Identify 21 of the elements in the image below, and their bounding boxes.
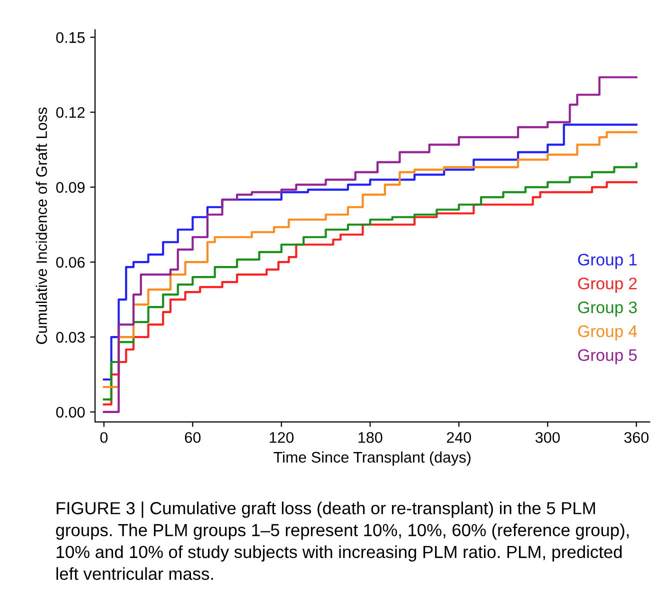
x-tick-label: 0 — [100, 432, 108, 443]
text: Group 3 — [578, 301, 637, 317]
y-tick-label: 0.03 — [56, 332, 85, 343]
y-axis-title: Cumulative Incidence of Graft Loss — [36, 108, 48, 344]
text: Group 4 — [578, 325, 637, 340]
x-tick-label: 180 — [358, 432, 382, 443]
y-tick-label: 0.09 — [56, 182, 85, 193]
text: Group 5 — [578, 349, 637, 364]
x-axis-title: Time Since Transplant (days) — [274, 451, 470, 466]
text: Group 2 — [578, 278, 637, 293]
y-tick-label: 0.15 — [56, 32, 85, 43]
x-tick-label: 240 — [446, 432, 472, 443]
y-tick-label: 0.06 — [56, 256, 85, 268]
text: Group 1 — [578, 254, 637, 269]
x-tick-label: 120 — [270, 432, 294, 443]
x-tick-label: 360 — [624, 432, 649, 443]
x-tick-label: 60 — [184, 432, 201, 443]
y-tick-label: 0.00 — [56, 406, 85, 418]
caption: FIGURE 3 | Cumulative graft loss (death or re-transplant) in the 5 PLM groups. The PLM groups 1–5 represent 10%, 10%, 60% (reference group), 10% and 10% of study subjects with increasing PLM ratio. PLM, predicted left ventricular mass. — [56, 502, 629, 580]
x-tick-label: 300 — [535, 432, 560, 443]
y-tick-label: 0.12 — [56, 107, 85, 118]
